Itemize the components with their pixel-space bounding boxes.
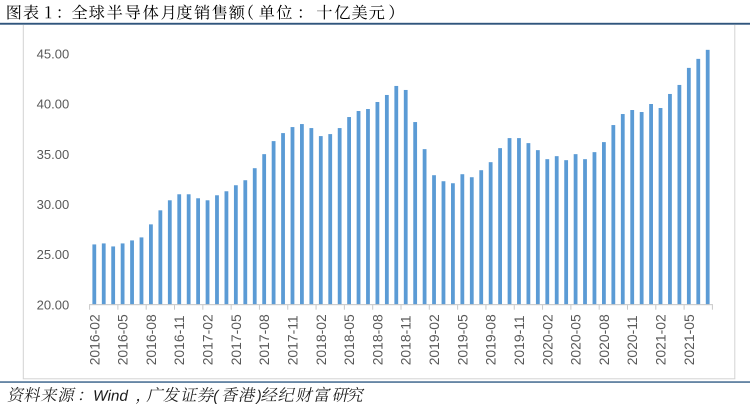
svg-text:2019-08: 2019-08 (483, 314, 499, 365)
svg-text:2018-02: 2018-02 (313, 314, 329, 365)
svg-text:2017-08: 2017-08 (256, 314, 272, 365)
svg-text:2016-08: 2016-08 (143, 314, 159, 365)
svg-text:2021-02: 2021-02 (653, 314, 669, 365)
svg-text:2017-05: 2017-05 (228, 314, 244, 365)
svg-text:2019-11: 2019-11 (511, 315, 527, 365)
svg-text:40.00: 40.00 (37, 97, 70, 112)
svg-text:2017-02: 2017-02 (200, 314, 216, 365)
svg-text:2020-08: 2020-08 (596, 314, 612, 365)
svg-text:30.00: 30.00 (37, 197, 70, 212)
svg-text:2016-11: 2016-11 (171, 315, 187, 365)
svg-text:2020-11: 2020-11 (624, 315, 640, 365)
svg-text:20.00: 20.00 (37, 297, 70, 312)
svg-text:2019-05: 2019-05 (454, 314, 470, 365)
svg-text:2017-11: 2017-11 (285, 315, 301, 365)
svg-text:2016-02: 2016-02 (86, 314, 102, 365)
svg-text:2020-02: 2020-02 (539, 314, 555, 365)
svg-text:2018-08: 2018-08 (369, 314, 385, 365)
svg-text:2020-05: 2020-05 (568, 314, 584, 365)
svg-text:2019-02: 2019-02 (426, 314, 442, 365)
svg-text:45.00: 45.00 (37, 47, 70, 62)
svg-text:2018-05: 2018-05 (341, 314, 357, 365)
svg-text:25.00: 25.00 (37, 247, 70, 262)
svg-text:2018-11: 2018-11 (398, 315, 414, 365)
svg-text:35.00: 35.00 (37, 147, 70, 162)
svg-text:2016-05: 2016-05 (115, 314, 131, 365)
svg-text:2021-05: 2021-05 (681, 314, 697, 365)
